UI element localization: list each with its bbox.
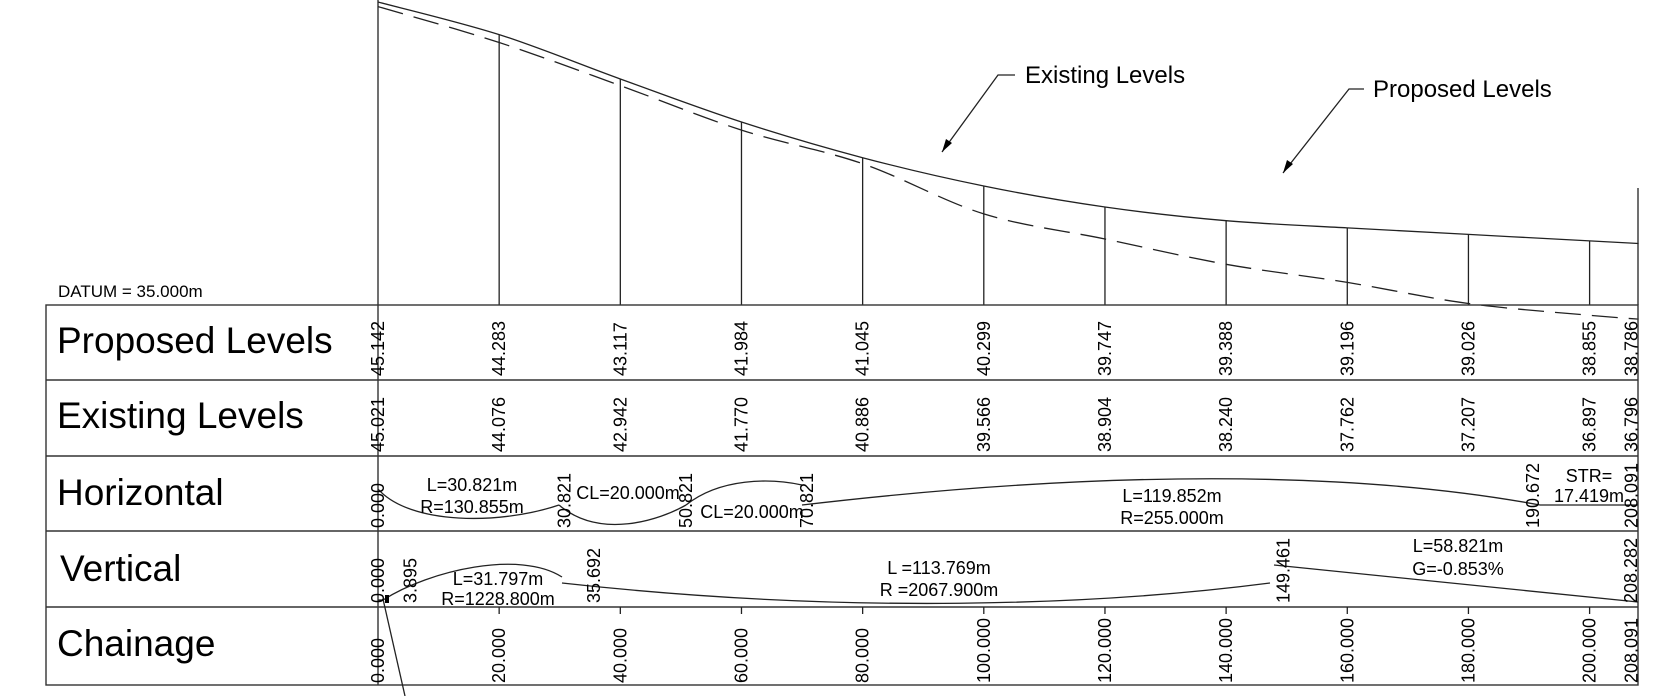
horizontal-station-labels: 0.000 30.821 50.821 70.821 190.672 208.091 [368,463,1642,528]
existing-levels-line [377,5,1639,320]
existing-level-value: 44.076 [489,397,509,452]
proposed-level-value: 39.747 [1095,321,1115,376]
proposed-level-value: 39.196 [1337,321,1357,376]
horizontal-curve-1 [377,488,560,520]
h-curve2-length: L=119.852m [1122,486,1221,506]
data-table-grid [45,304,1639,686]
horizontal-station-value: 70.821 [797,473,817,528]
chainage-value: 60.000 [732,628,752,683]
vertical-curve-1 [382,563,563,601]
h-curve1-length: L=30.821m [427,475,518,495]
h-straight-label-2: 17.419m [1554,486,1624,506]
existing-callout-leader [941,74,1015,153]
proposed-callout-leader [1282,88,1364,174]
chainage-labels: 0.000 20.000 40.000 60.000 80.000 100.000 120.… [368,618,1642,683]
proposed-levels-callout: Proposed Levels [1282,76,1552,174]
proposed-level-value: 38.786 [1622,321,1642,376]
row-title-existing-levels: Existing Levels [57,395,304,436]
horizontal-station-value: 0.000 [368,483,388,528]
v-curve1-radius: R=1228.800m [441,589,555,609]
vertical-station-value: 0.000 [368,558,388,603]
proposed-callout-arrowhead [1283,160,1293,173]
chainage-value: 120.000 [1095,618,1115,683]
vertical-station-value: 3.895 [401,558,421,603]
vertical-start-leader [382,598,406,696]
proposed-level-value: 43.117 [610,322,630,376]
existing-level-value: 37.207 [1458,397,1478,452]
vertical-station-value: 149.461 [1273,538,1293,603]
horizontal-curve-2 [801,478,1541,506]
vertical-curve-2 [561,582,1271,605]
v-curve1-length: L=31.797m [453,569,544,589]
row-title-chainage: Chainage [57,623,215,664]
chainage-value: 200.000 [1580,618,1600,683]
existing-callout-label: Existing Levels [1025,62,1185,89]
proposed-level-value: 41.984 [732,321,752,376]
proposed-callout-label: Proposed Levels [1373,76,1552,103]
chainage-value: 40.000 [610,628,630,683]
vertical-station-labels: 0.000 3.895 35.692 149.461 208.282 [368,538,1641,603]
horizontal-alignment-diagram: 0.000 30.821 50.821 70.821 190.672 208.091 L=… [368,463,1642,528]
chainage-value: 140.000 [1216,618,1236,683]
existing-level-value: 42.942 [610,397,630,452]
vertical-grade-line [1273,564,1639,603]
horizontal-station-value: 50.821 [676,473,696,528]
datum-label: DATUM = 35.000m [58,282,203,301]
vertical-station-value: 208.282 [1621,538,1641,603]
h-curve2-radius: R=255.000m [1120,508,1224,528]
vertical-start-marker [385,595,389,603]
row-title-vertical: Vertical [60,548,181,589]
v-grade-value: G=-0.853% [1412,559,1504,579]
horizontal-station-value: 208.091 [1622,463,1642,528]
chainage-value: 0.000 [368,638,388,683]
h-spiral2-length: CL=20.000m [700,502,804,522]
row-title-horizontal: Horizontal [57,472,224,513]
proposed-level-value: 41.045 [853,321,873,376]
row-title-proposed-levels: Proposed Levels [57,320,333,361]
horizontal-station-value: 30.821 [555,473,575,528]
existing-level-value: 38.904 [1095,397,1115,452]
existing-level-value: 39.566 [974,397,994,452]
h-straight-label-1: STR= [1566,466,1613,486]
chainage-value: 180.000 [1458,618,1478,683]
vertical-alignment-diagram: 0.000 3.895 35.692 149.461 208.282 L=31.797m… [368,536,1641,696]
existing-levels-callout: Existing Levels [941,62,1185,153]
chainage-value: 160.000 [1337,618,1357,683]
existing-level-labels: 45.021 44.076 42.942 41.770 40.886 39.566 38.9… [368,397,1642,452]
proposed-levels-line [377,1,1639,245]
existing-level-value: 40.886 [853,397,873,452]
chainage-value: 20.000 [489,628,509,683]
proposed-level-labels: 45.142 44.283 43.117 41.984 41.045 40.299 39.7… [368,321,1642,376]
h-spiral1-length: CL=20.000m [576,483,680,503]
proposed-level-value: 44.283 [489,321,509,376]
horizontal-spiral-2 [685,480,803,506]
h-curve1-radius: R=130.855m [420,497,524,517]
chainage-value: 208.091 [1622,618,1642,683]
proposed-level-value: 39.026 [1458,321,1478,376]
horizontal-spiral-1 [558,504,687,526]
proposed-level-value: 40.299 [974,321,994,376]
table-outer-border [45,304,1639,686]
existing-callout-arrowhead [942,139,952,152]
proposed-level-value: 38.855 [1580,321,1600,376]
horizontal-station-value: 190.672 [1523,463,1543,528]
v-curve2-length: L =113.769m [887,558,991,578]
existing-level-value: 36.897 [1580,397,1600,452]
vertical-station-value: 35.692 [584,548,604,603]
chainage-ticks [498,607,1591,614]
profile-plot [377,0,1639,320]
proposed-level-value: 45.142 [368,321,388,376]
v-grade-length: L=58.821m [1413,536,1504,556]
station-lines [498,34,1591,305]
existing-level-value: 36.796 [1622,397,1642,452]
existing-level-value: 45.021 [368,397,388,452]
existing-level-value: 37.762 [1337,397,1357,452]
existing-level-value: 38.240 [1216,397,1236,452]
existing-level-value: 41.770 [732,397,752,452]
v-curve2-radius: R =2067.900m [880,580,999,600]
chainage-value: 80.000 [853,628,873,683]
proposed-level-value: 39.388 [1216,321,1236,376]
chainage-value: 100.000 [974,618,994,683]
